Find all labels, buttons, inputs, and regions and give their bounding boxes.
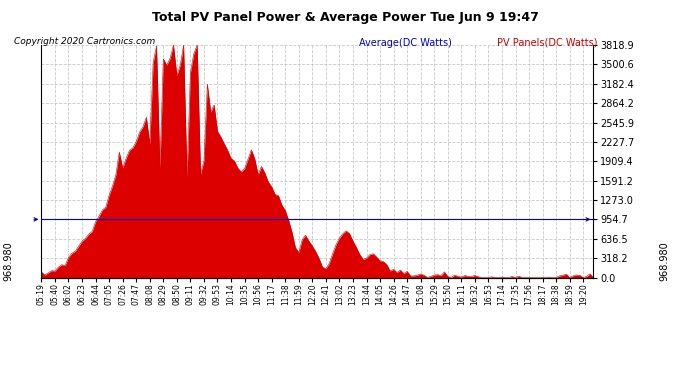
Text: 968.980: 968.980: [3, 242, 13, 282]
Text: Total PV Panel Power & Average Power Tue Jun 9 19:47: Total PV Panel Power & Average Power Tue…: [152, 11, 538, 24]
Text: PV Panels(DC Watts): PV Panels(DC Watts): [497, 38, 598, 48]
Text: Average(DC Watts): Average(DC Watts): [359, 38, 452, 48]
Text: Copyright 2020 Cartronics.com: Copyright 2020 Cartronics.com: [14, 38, 155, 46]
Text: 968.980: 968.980: [660, 242, 669, 282]
